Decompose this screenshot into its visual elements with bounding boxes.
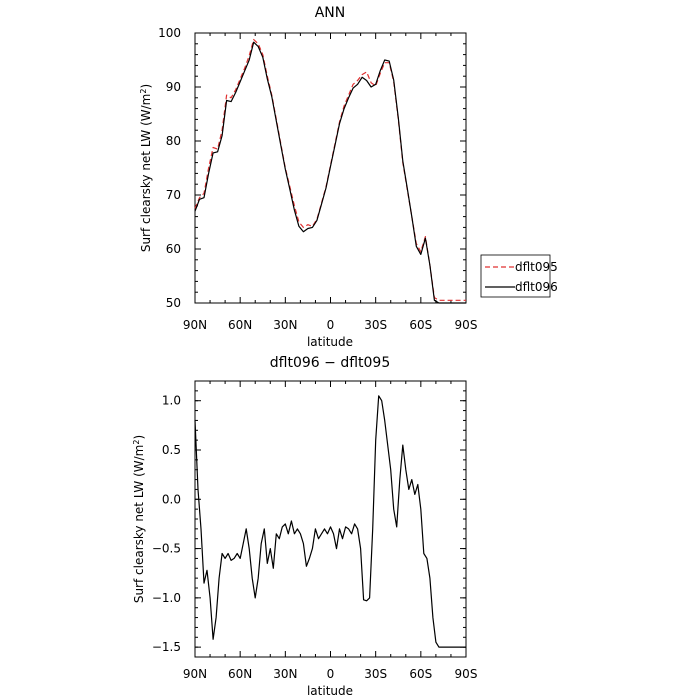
panel-top-ticks: 90N 60N 30N 0 30S 60S 90S 50 60 70 80 90 100	[158, 26, 477, 332]
panel-bottom-ylabel-sup: 2	[132, 440, 141, 445]
y-tick-label: 100	[158, 26, 181, 40]
y-tick-label: 0.5	[162, 443, 181, 457]
panel-top-lines	[194, 38, 466, 304]
panel-top: ANN 90N 60N 30N 0 30S 60S 90S 50 60 70 80 90 100 lat…	[139, 5, 558, 349]
x-tick-label: 0	[327, 318, 335, 332]
x-tick-label: 30S	[364, 318, 387, 332]
y-tick-label: −1.0	[152, 591, 181, 605]
panel-bottom-lines	[194, 395, 466, 648]
x-tick-label: 60S	[409, 667, 432, 681]
panel-top-ylabel-close: )	[139, 84, 153, 89]
legend: dflt095 dflt096	[480, 254, 558, 298]
series-line	[194, 395, 466, 648]
panel-bottom-title: dflt096 − dflt095	[270, 355, 390, 371]
panel-top-xlabel: latitude	[307, 335, 353, 349]
panel-bottom-ylabel-main: Surf clearsky net LW (W/m	[132, 445, 146, 604]
legend-label-dflt096: dflt096	[515, 280, 558, 294]
y-tick-label: 70	[166, 188, 181, 202]
panel-bottom: dflt096 − dflt095 90N 60N 30N 0 30S 60S 90S −1.…	[132, 355, 478, 698]
x-tick-label: 30N	[273, 667, 297, 681]
panel-bottom-ylabel-close: )	[132, 435, 146, 440]
x-tick-label: 90N	[183, 318, 207, 332]
series-line-dflt095	[194, 38, 466, 301]
panel-bottom-ylabel: Surf clearsky net LW (W/m2)	[132, 435, 147, 603]
y-tick-label: 60	[166, 242, 181, 256]
x-tick-label: 60N	[228, 667, 252, 681]
panel-top-ylabel-main: Surf clearsky net LW (W/m	[139, 94, 153, 253]
x-tick-label: 90N	[183, 667, 207, 681]
y-tick-label: 80	[166, 134, 181, 148]
panel-top-title: ANN	[315, 5, 346, 21]
y-tick-label: 50	[166, 296, 181, 310]
y-tick-label: 90	[166, 80, 181, 94]
x-tick-label: 60N	[228, 318, 252, 332]
legend-box	[480, 254, 551, 298]
x-tick-label: 0	[327, 667, 335, 681]
panel-bottom-frame	[194, 380, 467, 658]
series-line-dflt096	[194, 41, 466, 304]
panel-top-ylabel: Surf clearsky net LW (W/m2)	[139, 84, 154, 252]
panel-bottom-xlabel: latitude	[307, 684, 353, 698]
panel-top-ylabel-sup: 2	[139, 89, 148, 94]
y-tick-label: −1.5	[152, 640, 181, 654]
x-tick-label: 90S	[455, 667, 478, 681]
y-tick-label: −0.5	[152, 542, 181, 556]
x-tick-label: 90S	[455, 318, 478, 332]
x-tick-label: 30N	[273, 318, 297, 332]
x-tick-label: 30S	[364, 667, 387, 681]
legend-label-dflt095: dflt095	[515, 260, 558, 274]
x-tick-label: 60S	[409, 318, 432, 332]
panel-bottom-ticks: 90N 60N 30N 0 30S 60S 90S −1.5 −1.0 −0.5 0.0 0.5 1.0	[152, 380, 478, 681]
y-tick-label: 1.0	[162, 394, 181, 408]
y-tick-label: 0.0	[162, 492, 181, 506]
